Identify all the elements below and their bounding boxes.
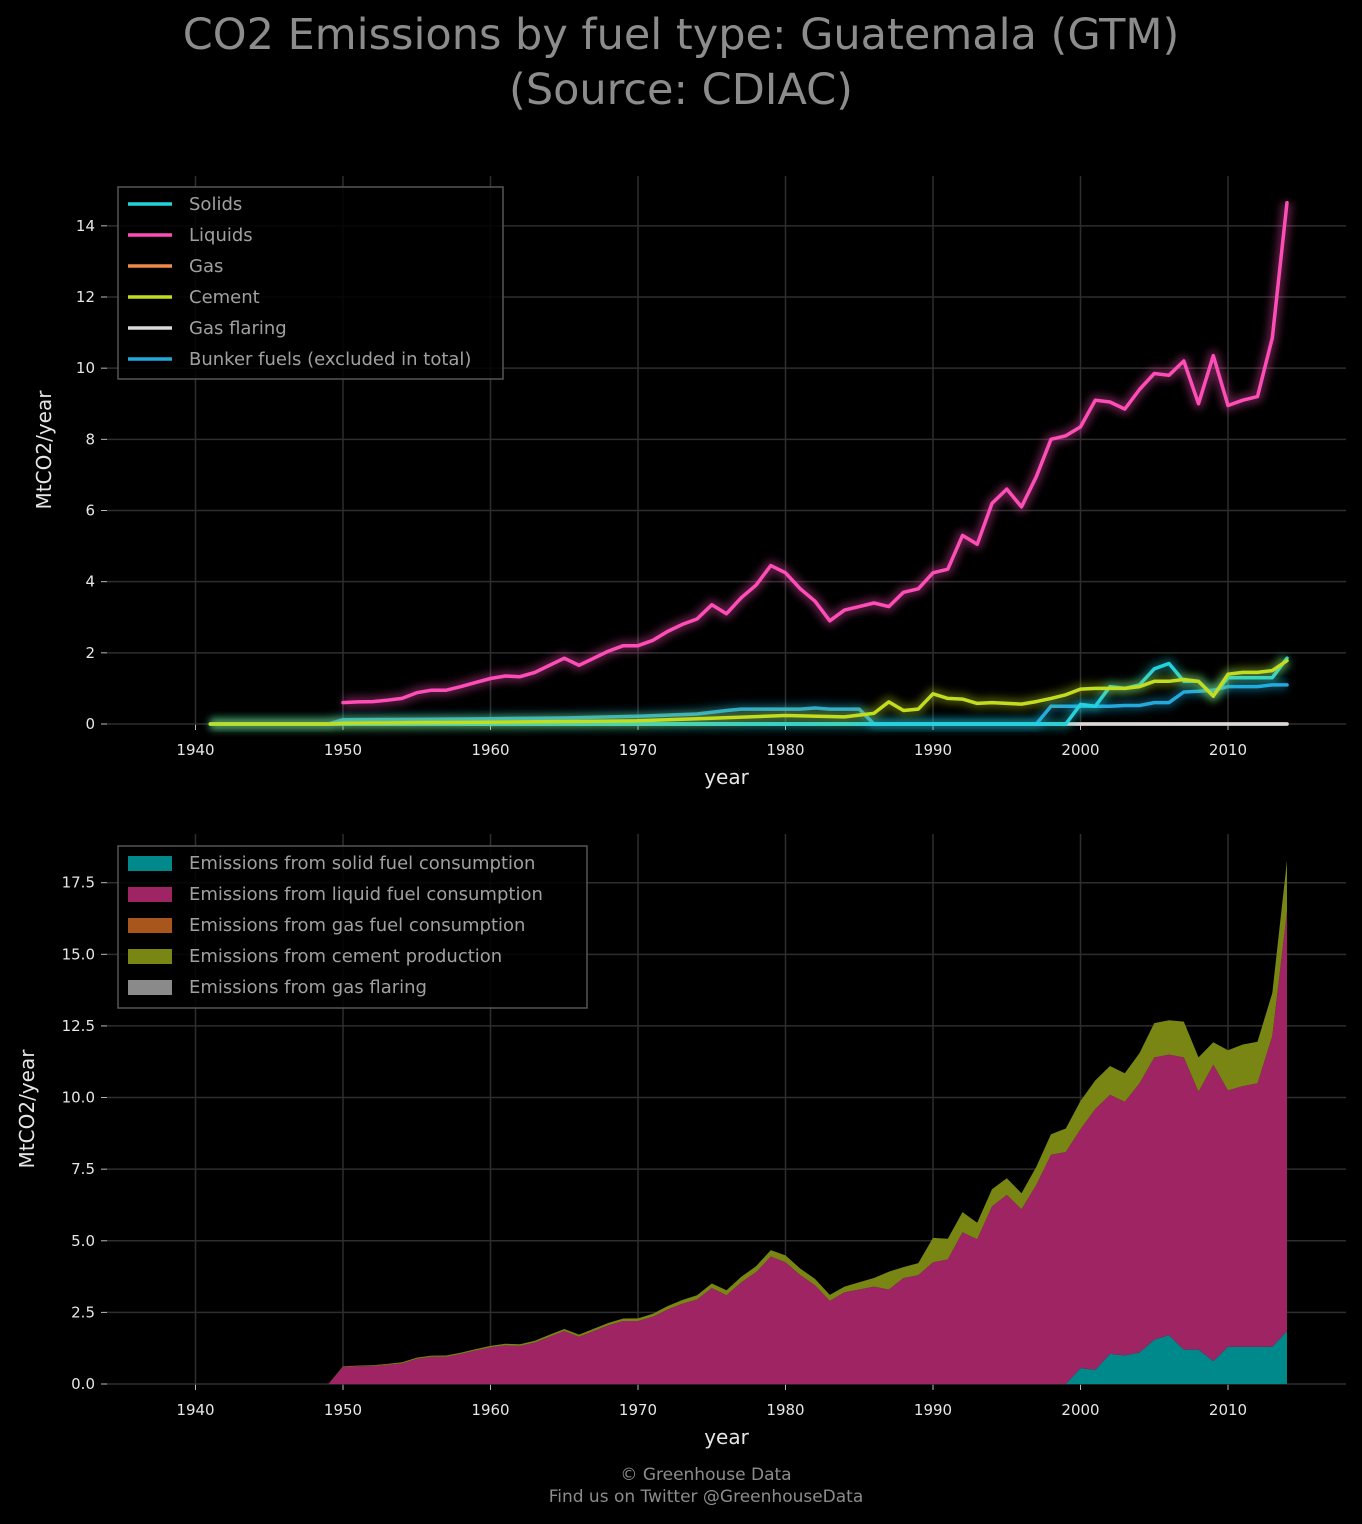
- x-tick-label: 1960: [471, 741, 509, 759]
- x-tick-label: 1990: [914, 741, 952, 759]
- x-tick-label: 1970: [619, 1401, 657, 1419]
- legend-label: Emissions from gas fuel consumption: [189, 915, 525, 936]
- y-tick-label: 10.0: [62, 1089, 95, 1107]
- title-line-2: (Source: CDIAC): [509, 65, 853, 115]
- y-tick-label: 8: [85, 430, 95, 448]
- y-tick-label: 2: [85, 644, 95, 662]
- y-tick-label: 4: [85, 573, 95, 591]
- page-title: CO2 Emissions by fuel type: Guatemala (G…: [0, 8, 1362, 118]
- x-tick-label: 1980: [766, 741, 804, 759]
- legend-label: Emissions from solid fuel consumption: [189, 853, 535, 874]
- x-tick-label: 2000: [1061, 741, 1099, 759]
- y-axis-label: MtCO2/year: [32, 390, 56, 510]
- legend-frame: [117, 186, 504, 380]
- footer: © Greenhouse Data Find us on Twitter @Gr…: [0, 1464, 1362, 1508]
- y-tick-label: 12: [76, 288, 95, 306]
- y-tick-label: 14: [76, 217, 95, 235]
- x-tick-label: 2000: [1061, 1401, 1099, 1419]
- legend-frame: [117, 845, 588, 1009]
- y-tick-label: 15.0: [62, 945, 95, 963]
- line-chart: 1940 1950 1960 1970 1980 1990 2000 2010 0 2 4 6 8 10 1…: [32, 176, 1346, 789]
- x-tick-label: 1990: [914, 1401, 952, 1419]
- area-cement: [210, 860, 1287, 1384]
- legend-label: Liquids: [189, 225, 253, 246]
- y-tick-label: 17.5: [62, 874, 95, 892]
- legend-label: Emissions from gas flaring: [189, 977, 427, 998]
- legend-label: Gas flaring: [189, 318, 287, 339]
- x-tick-label: 1940: [176, 1401, 214, 1419]
- x-tick-label: 2010: [1209, 741, 1247, 759]
- y-tick-label: 7.5: [71, 1160, 95, 1178]
- legend: Solids Liquids Gas Cement Gas flaring Bunker …: [117, 186, 504, 380]
- charts-canvas: 1940 1950 1960 1970 1980 1990 2000 2010 0 2 4 6 8 10 1…: [15, 176, 1346, 1449]
- y-tick-label: 10: [76, 359, 95, 377]
- y-tick-label: 2.5: [71, 1303, 95, 1321]
- legend-swatch: [128, 918, 172, 933]
- y-tick-label: 0: [85, 715, 95, 733]
- series-liquids-line: [341, 200, 1289, 705]
- legend-label: Solids: [189, 194, 242, 215]
- x-axis-label: year: [704, 765, 749, 789]
- x-tick-label: 1950: [324, 1401, 362, 1419]
- legend-swatch: [128, 980, 172, 995]
- y-tick-label: 5.0: [71, 1232, 95, 1250]
- footer-copyright: © Greenhouse Data: [620, 1465, 792, 1485]
- legend-swatch: [128, 887, 172, 902]
- x-tick-label: 1940: [176, 741, 214, 759]
- y-tick-label: 12.5: [62, 1017, 95, 1035]
- x-axis-label: year: [704, 1425, 749, 1449]
- title-line-1: CO2 Emissions by fuel type: Guatemala (G…: [182, 10, 1180, 60]
- legend-label: Bunker fuels (excluded in total): [189, 349, 471, 370]
- legend-swatch: [128, 856, 172, 871]
- stacked-area-chart: 1940 1950 1960 1970 1980 1990 2000 2010 0.0 2.5 5.…: [15, 834, 1346, 1449]
- x-tick-label: 1950: [324, 741, 362, 759]
- series-cement-line: [208, 658, 1289, 726]
- area-liquid-fuel: [210, 911, 1287, 1384]
- legend-label: Gas: [189, 256, 223, 277]
- y-tick-label: 0.0: [71, 1375, 95, 1393]
- legend-swatch: [128, 949, 172, 964]
- x-tick-label: 1960: [471, 1401, 509, 1419]
- x-tick-label: 1970: [619, 741, 657, 759]
- y-axis-label: MtCO2/year: [15, 1049, 39, 1169]
- x-tick-label: 1980: [766, 1401, 804, 1419]
- footer-twitter: Find us on Twitter @GreenhouseData: [548, 1487, 864, 1507]
- legend: Emissions from solid fuel consumption Emi…: [117, 845, 588, 1009]
- legend-label: Emissions from cement production: [189, 946, 502, 967]
- x-tick-label: 2010: [1209, 1401, 1247, 1419]
- legend-label: Cement: [189, 287, 260, 308]
- area-solid-fuel: [210, 1331, 1287, 1384]
- y-tick-label: 6: [85, 501, 95, 519]
- legend-label: Emissions from liquid fuel consumption: [189, 884, 543, 905]
